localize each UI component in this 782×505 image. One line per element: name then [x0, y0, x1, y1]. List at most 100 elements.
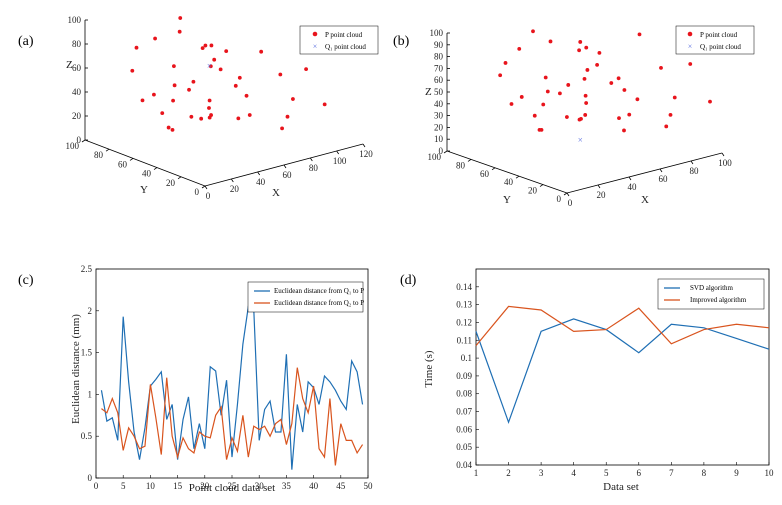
x-tick-label: 40 — [628, 182, 638, 192]
legend-p-marker — [312, 31, 318, 37]
y-tick-label: 0.1 — [461, 353, 472, 363]
p-point — [659, 66, 663, 70]
x-tick-label: 20 — [200, 481, 210, 491]
p-point — [543, 75, 548, 80]
p-point — [578, 40, 583, 44]
y-tick-label: 0.09 — [456, 371, 472, 381]
y-tick — [105, 148, 110, 152]
panel-b-ylabel: Y — [503, 194, 511, 206]
panel-a: (a) 020406080100120020406080100020406080… — [18, 15, 379, 201]
y-tick-label: 100 — [428, 152, 442, 162]
y-tick-label: 0.14 — [456, 282, 472, 292]
series-line-1 — [100, 305, 364, 470]
y-tick-label: 40 — [142, 169, 152, 179]
panel-b-zlabel: Z — [425, 86, 432, 98]
series-line-1 — [475, 318, 770, 425]
z-tick-label: 20 — [72, 111, 82, 121]
panel-b-points: × — [498, 29, 712, 145]
legend-q2-label: Euclidean distance from Q₂ to P — [274, 299, 364, 307]
x-tick-label: 0 — [94, 481, 99, 491]
z-tick-label: 100 — [430, 28, 444, 38]
p-point — [637, 32, 642, 37]
x-tick-label: 7 — [669, 468, 674, 478]
panel-c: (c) 0 5 10 15 20 25 30 35 40 45 50 0 0.5 1 1.5 2 2.5 Poi… — [18, 264, 373, 494]
y-tick-label: 0.07 — [456, 407, 472, 417]
p-point — [664, 124, 669, 129]
legend-svd-label: SVD algorithm — [690, 284, 734, 292]
y-tick — [177, 176, 182, 180]
p-point — [134, 45, 139, 50]
p-point — [585, 68, 590, 72]
p-point — [545, 89, 550, 94]
z-tick-label: 0 — [439, 146, 444, 156]
x-tick-label: 100 — [333, 156, 347, 166]
p-point — [166, 125, 171, 130]
x-tick-label: 1 — [474, 468, 479, 478]
y-tick — [563, 192, 568, 196]
panel-c-ylabel: Euclidean distance (mm) — [70, 314, 82, 424]
z-tick-label: 40 — [434, 99, 444, 109]
panel-a-points: × — [130, 16, 327, 132]
p-point — [622, 88, 627, 92]
p-point — [503, 61, 508, 65]
p-point — [688, 62, 693, 66]
x-tick-label: 10 — [765, 468, 775, 478]
y-tick-label: 0.11 — [457, 335, 472, 345]
p-point — [237, 75, 242, 80]
p-point — [171, 98, 175, 103]
x-tick — [310, 157, 313, 162]
x-tick-label: 0 — [206, 191, 211, 201]
p-point — [577, 117, 582, 122]
p-point — [617, 116, 621, 120]
x-tick-label: 5 — [121, 481, 126, 491]
p-point — [153, 36, 157, 41]
p-point — [224, 49, 229, 53]
x-tick-label: 120 — [359, 149, 373, 159]
x-tick — [257, 171, 260, 176]
p-point — [622, 128, 626, 133]
p-point — [207, 106, 211, 110]
legend-q-marker: × — [313, 42, 318, 51]
p-point — [172, 83, 177, 88]
y-tick-label: 60 — [118, 159, 128, 169]
p-point — [498, 73, 503, 78]
y-tick — [81, 139, 86, 143]
x-tick — [597, 184, 601, 189]
p-point — [517, 47, 522, 51]
x-tick-label: 4 — [571, 468, 576, 478]
panel-b-xlabel: X — [641, 194, 649, 206]
x-tick — [628, 176, 632, 181]
y-tick-label: 100 — [66, 141, 80, 151]
p-point — [199, 116, 204, 121]
panel-b-legend: P point cloud × Q₁ point cloud — [675, 25, 755, 55]
x-tick-label: 0 — [568, 198, 573, 208]
panel-a-zlabel: Z — [66, 59, 73, 71]
y-tick — [539, 184, 544, 187]
p-point — [566, 83, 571, 87]
p-point — [191, 79, 196, 84]
q-point: × — [578, 135, 583, 145]
p-point — [177, 29, 182, 34]
p-point — [616, 76, 621, 81]
y-tick-label: 0 — [88, 473, 93, 483]
x-tick-label: 40 — [256, 177, 266, 187]
panel-d: (d) 1 2 3 4 5 6 7 8 9 10 0.04 0.05 0.06 0.07 0.08 0.09 0… — [400, 268, 775, 493]
p-point — [584, 101, 589, 105]
x-tick-label: 30 — [255, 481, 265, 491]
legend-p-label: P point cloud — [325, 31, 363, 39]
y-tick-label: 20 — [166, 178, 176, 188]
p-point — [170, 127, 175, 132]
z-tick-label: 30 — [434, 111, 444, 121]
p-point — [541, 102, 546, 107]
panel-d-legend: SVD algorithm Improved algorithm — [657, 278, 765, 310]
y-tick-label: 40 — [504, 177, 514, 187]
panel-c-xlabel: Point cloud data set — [189, 482, 275, 494]
x-tick-label: 45 — [336, 481, 346, 491]
p-point — [212, 57, 217, 62]
p-point — [322, 102, 327, 107]
p-point — [178, 16, 183, 20]
panel-b-axes: 0204060801000204060801000102030405060708… — [428, 28, 733, 208]
z-tick-label: 0 — [77, 135, 82, 145]
y-tick-label: 0.05 — [456, 442, 472, 452]
